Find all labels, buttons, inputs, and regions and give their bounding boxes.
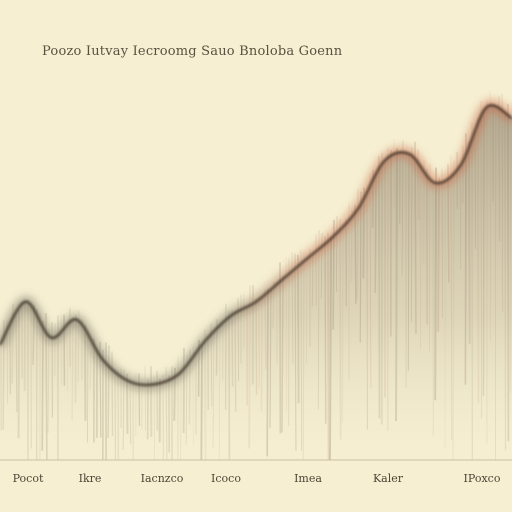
x-tick-labels: Pocot Ikre Iacnzco Icoco Imea Kaler IPoxco bbox=[13, 472, 501, 485]
chart-title: Poozo Iutvay Iecroomg Sauo Bnoloba Goenn bbox=[42, 44, 343, 59]
series-area bbox=[0, 105, 512, 460]
x-tick-label: Ikre bbox=[79, 472, 102, 485]
x-tick-label: Icoco bbox=[211, 472, 241, 485]
x-tick-label: Iacnzco bbox=[141, 472, 184, 485]
x-tick-label: Kaler bbox=[373, 472, 404, 485]
x-tick-label: Pocot bbox=[13, 472, 44, 485]
x-tick-label: IPoxco bbox=[464, 472, 501, 485]
x-tick-label: Imea bbox=[294, 472, 322, 485]
